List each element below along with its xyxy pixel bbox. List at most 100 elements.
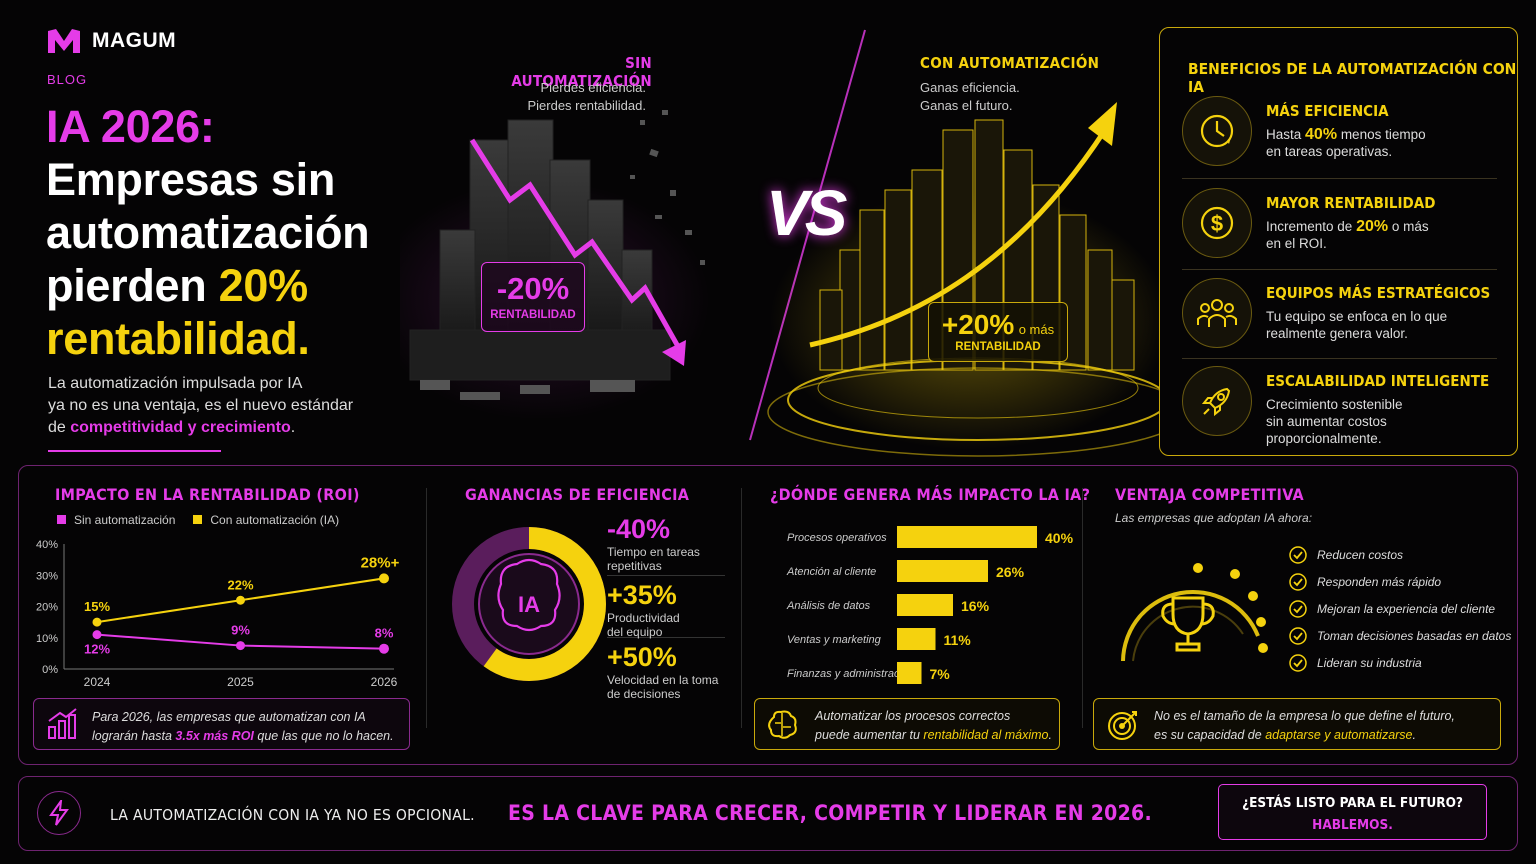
y-tick-label: 10% — [36, 633, 58, 645]
advantage-item-label: Mejoran la experiencia del cliente — [1317, 601, 1496, 616]
advantage-note-text: No es el tamaño de la empresa lo que def… — [1154, 707, 1455, 745]
trophy-gauge — [1121, 563, 1268, 662]
title-line-1: IA 2026: — [46, 101, 215, 152]
legend-sin-label: Sin automatización — [74, 513, 176, 527]
data-point — [379, 643, 389, 654]
crumbling-city — [409, 119, 671, 381]
advantage-item-label: Toman decisiones basadas en datos — [1317, 628, 1512, 643]
benefit-item-efficiency: MÁS EFICIENCIA Hasta 40% menos tiempo en … — [1182, 96, 1497, 166]
benefit-desc-a: Crecimiento sostenible — [1266, 397, 1403, 412]
stat-value: -40% — [607, 514, 671, 544]
data-label: 22% — [227, 577, 253, 592]
roi-line-chart: 0% 10% 20% 30% 40% 2024 2025 2026 15% 22% 28%+ 12% 9… — [36, 539, 400, 689]
roi-note-line-1: Para 2026, las empresas que automatizan … — [92, 710, 366, 724]
stat-value: +35% — [607, 580, 677, 610]
data-label: 15% — [84, 599, 110, 614]
title-line-5: rentabilidad. — [46, 313, 310, 364]
impact-note-text: Automatizar los procesos correctos puede… — [815, 707, 1052, 745]
data-point — [92, 617, 102, 627]
title-highlight-percent: 20% — [218, 260, 308, 311]
bar-value-label: 16% — [961, 598, 990, 614]
benefits-panel: BENEFICIOS DE LA AUTOMATIZACIÓN CON IA M… — [1159, 27, 1518, 456]
dollar-icon: $ — [1182, 188, 1252, 258]
hero-right-sub-2: Ganas el futuro. — [920, 98, 1013, 113]
advantage-item-label: Reducen costos — [1317, 547, 1404, 562]
vs-label: VS — [766, 177, 847, 249]
stat-label-2: de decisiones — [607, 687, 681, 701]
bar-category-label: Atención al cliente — [786, 566, 876, 578]
target-icon — [1108, 711, 1137, 740]
bar — [897, 628, 936, 650]
roi-note-text: Para 2026, las empresas que automatizan … — [92, 708, 394, 746]
advantage-item: Mejoran la experiencia del cliente — [1289, 595, 1511, 622]
bar-chart-icon — [48, 708, 77, 739]
svg-text:$: $ — [1211, 211, 1223, 236]
brain-icon — [768, 710, 797, 739]
footer-left-text: LA AUTOMATIZACIÓN CON IA YA NO ES OPCION… — [110, 806, 475, 824]
benefit-desc-c: o más — [1388, 219, 1429, 234]
impact-title: ¿DÓNDE GENERA MÁS IMPACTO LA IA? — [770, 485, 1091, 504]
benefit-desc-2: en el ROI. — [1266, 236, 1327, 251]
stat-label-2: repetitivas — [607, 559, 662, 573]
stat-label-2: del equipo — [607, 625, 663, 639]
growth-arrow — [809, 128, 1108, 348]
section-divider — [1082, 488, 1083, 728]
hero-right-kpi: +20% o más RENTABILIDAD — [928, 302, 1068, 362]
advantage-note-highlight: adaptarse y automatizarse — [1265, 728, 1413, 742]
team-icon — [1182, 278, 1252, 348]
roi-note-highlight: 3.5x más ROI — [175, 729, 254, 743]
legend-con: Con automatización (IA) — [193, 513, 339, 527]
right-kpi-suffix: o más — [1018, 322, 1055, 337]
bar-category-label: Finanzas y administración — [787, 668, 914, 680]
bar — [897, 594, 953, 616]
hero-comparison: SIN AUTOMATIZACIÓN Pierdes eficiencia. P… — [400, 0, 1160, 460]
x-tick-label: 2024 — [84, 675, 111, 689]
lightning-icon — [37, 791, 81, 835]
blog-kicker[interactable]: BLOG — [47, 72, 88, 87]
advantage-item-label: Lideran su industria — [1317, 655, 1422, 670]
hero-left-sub: Pierdes eficiencia. Pierdes rentabilidad… — [492, 79, 646, 115]
stat-value: +50% — [607, 642, 677, 672]
y-tick-label: 30% — [36, 570, 58, 582]
data-label: 8% — [375, 626, 394, 641]
benefit-desc-highlight: 40% — [1305, 126, 1338, 143]
donut-center-label: IA — [518, 592, 540, 617]
data-point — [236, 641, 245, 651]
advantage-item-label: Responden más rápido — [1317, 574, 1442, 589]
title-line-4: pierden 20% — [46, 259, 369, 312]
brand-logo[interactable]: MAGUM — [46, 27, 176, 55]
bar — [897, 560, 988, 582]
stat-label-1: Velocidad en la toma — [607, 673, 719, 687]
benefit-divider — [1182, 178, 1497, 179]
check-circle-icon — [1289, 545, 1307, 564]
benefit-desc-2: sin aumentar costos — [1266, 414, 1387, 429]
lead-line-3: de competitividad y crecimiento. — [48, 417, 353, 439]
hero-right-sub: Ganas eficiencia. Ganas el futuro. — [920, 79, 1020, 115]
data-point — [379, 573, 389, 584]
stat-label: Productividad del equipo — [607, 611, 725, 639]
y-tick-label: 20% — [36, 602, 58, 614]
advantage-item: Reducen costos — [1289, 541, 1511, 568]
lead-line-3a: de — [48, 419, 71, 436]
efficiency-stat: -40% Tiempo en tareas repetitivas — [607, 514, 725, 576]
bar-category-label: Procesos operativos — [787, 532, 887, 544]
lead-text: La automatización impulsada por IA ya no… — [48, 373, 353, 439]
x-tick-label: 2026 — [371, 675, 398, 689]
benefit-desc-a: Hasta — [1266, 127, 1306, 142]
title-line-3: automatización — [46, 207, 370, 258]
y-tick-label: 0% — [42, 664, 58, 676]
right-kpi-label: RENTABILIDAD — [955, 341, 1041, 353]
cta-button[interactable]: ¿ESTÁS LISTO PARA EL FUTURO? HABLEMOS. — [1218, 784, 1487, 840]
advantage-item: Toman decisiones basadas en datos — [1289, 622, 1511, 649]
benefit-item-teams: EQUIPOS MÁS ESTRATÉGICOS Tu equipo se en… — [1182, 278, 1497, 348]
lead-line-1: La automatización impulsada por IA — [48, 375, 303, 392]
check-circle-icon — [1289, 653, 1307, 672]
bar-value-label: 11% — [944, 632, 972, 648]
benefit-item-scalability: ESCALABILIDAD INTELIGENTE Crecimiento so… — [1182, 366, 1497, 447]
benefit-desc-c: menos tiempo — [1337, 127, 1426, 142]
x-tick-label: 2025 — [227, 675, 254, 689]
hero-right-title: CON AUTOMATIZACIÓN — [920, 54, 1100, 72]
roi-note-2a: lograrán hasta — [92, 729, 176, 743]
bar-value-label: 26% — [996, 564, 1025, 580]
advantage-note-2c: . — [1412, 728, 1416, 742]
